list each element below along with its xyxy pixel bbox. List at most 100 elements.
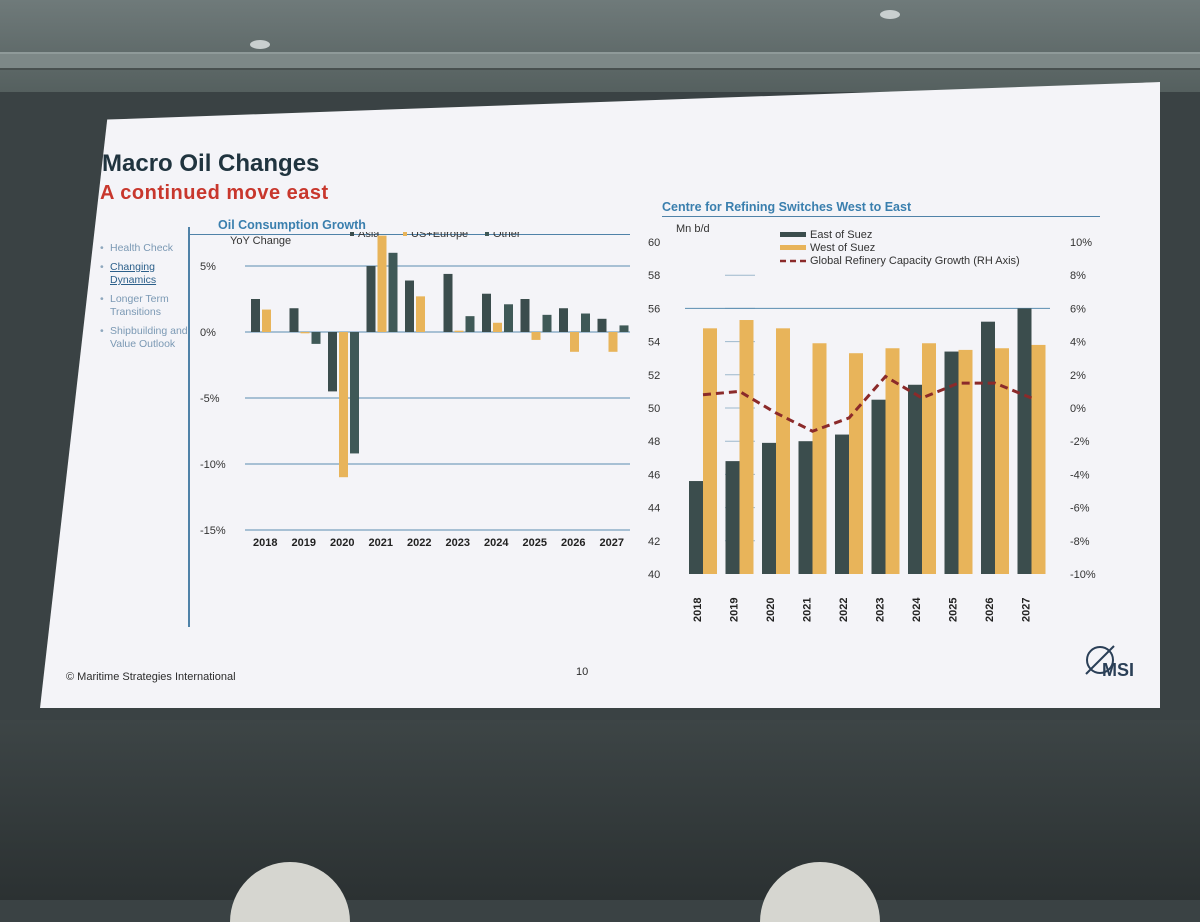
x-tick-label: 2019 xyxy=(729,598,741,622)
x-tick-label: 2026 xyxy=(984,598,996,622)
x-tick-label: 2025 xyxy=(523,537,547,549)
projection-screen: Macro Oil Changes A continued move east … xyxy=(40,82,1160,708)
y-tick-label: -5% xyxy=(200,393,220,405)
growth-line xyxy=(702,374,1033,433)
x-tick-label: 2019 xyxy=(292,537,316,549)
copyright-footer: © Maritime Strategies International xyxy=(66,671,236,683)
y-tick-label: 46 xyxy=(648,469,660,481)
bar-west xyxy=(849,353,863,574)
y-tick-label: 44 xyxy=(648,503,660,515)
bar-east xyxy=(798,441,813,574)
bar xyxy=(366,266,376,332)
bar xyxy=(608,332,618,352)
nav-item-longer-term[interactable]: Longer Term Transitions xyxy=(100,293,200,319)
y-tick-label: 48 xyxy=(648,436,660,448)
bar-west xyxy=(812,343,827,574)
oil-consumption-chart: 10%5%0%-5%-10%-15%YoY ChangeAsiaUS+Europ… xyxy=(200,232,630,549)
logo-circle xyxy=(1086,646,1114,674)
x-tick-label: 2020 xyxy=(330,537,354,549)
slide-subtitle: A continued move east xyxy=(100,182,329,204)
bar-east xyxy=(835,434,849,574)
y2-tick-label: 6% xyxy=(1070,303,1086,315)
bar xyxy=(619,325,629,332)
bar xyxy=(520,299,530,332)
bar-east xyxy=(871,399,886,574)
bar xyxy=(465,316,475,332)
ceiling-light xyxy=(250,40,270,49)
bar xyxy=(311,332,321,344)
bar-west xyxy=(776,328,790,574)
x-tick-label: 2025 xyxy=(948,598,960,622)
chart1-heading-rule xyxy=(190,234,630,235)
bar xyxy=(570,332,579,352)
bar xyxy=(350,332,359,454)
bar-west xyxy=(703,328,717,574)
y2-tick-label: -8% xyxy=(1070,536,1090,548)
bar-east xyxy=(944,351,959,574)
y-tick-label: 0% xyxy=(200,327,216,339)
logo-text: MSI xyxy=(1102,660,1134,680)
x-tick-label: 2023 xyxy=(446,537,470,549)
y2-tick-label: 10% xyxy=(1070,237,1092,249)
refining-capacity-chart: 60 58 56 54 52 50 48 46 44 42 40 10% 8% 6% 4% 2% 0% -2% -4… xyxy=(648,223,1096,622)
bar-east xyxy=(689,481,703,574)
slide: Macro Oil Changes A continued move east … xyxy=(40,82,1160,708)
legend-label: Asia xyxy=(358,232,380,240)
y2-tick-label: -6% xyxy=(1070,503,1090,515)
legend-swatch-west xyxy=(780,245,806,250)
y2-tick-label: 8% xyxy=(1070,270,1086,282)
x-tick-label: 2021 xyxy=(369,537,393,549)
bar-west xyxy=(922,343,936,574)
x-tick-label: 2027 xyxy=(600,537,624,549)
y2-tick-label: 2% xyxy=(1070,370,1086,382)
x-tick-label: 2022 xyxy=(838,598,850,622)
x-tick-label: 2018 xyxy=(692,598,704,622)
bar xyxy=(581,313,590,332)
legend-swatch xyxy=(485,232,489,236)
nav-item-health-check[interactable]: Health Check xyxy=(100,242,200,255)
slide-title: Macro Oil Changes xyxy=(102,150,320,177)
bar xyxy=(597,318,607,332)
ceiling-trim xyxy=(0,52,1200,70)
bar-west xyxy=(739,320,754,574)
bar-east xyxy=(725,461,740,574)
bar xyxy=(531,332,541,340)
page-number: 10 xyxy=(576,666,589,678)
bar xyxy=(262,309,271,332)
bar-east xyxy=(1017,308,1032,574)
y-tick-label: 50 xyxy=(648,403,660,415)
chart2-heading: Centre for Refining Switches West to Eas… xyxy=(662,200,912,214)
y2-tick-label: 4% xyxy=(1070,337,1086,349)
x-tick-label: 2024 xyxy=(911,597,923,622)
x-tick-label: 2018 xyxy=(253,537,277,549)
section-nav: Health Check Changing Dynamics Longer Te… xyxy=(100,242,200,357)
bar xyxy=(559,308,568,332)
nav-item-changing-dynamics[interactable]: Changing Dynamics xyxy=(100,261,200,287)
y-tick-label: 40 xyxy=(648,569,660,581)
nav-divider xyxy=(188,227,190,627)
y-axis-label: YoY Change xyxy=(230,235,291,247)
y2-tick-label: -4% xyxy=(1070,469,1090,481)
ceiling-light xyxy=(880,10,900,19)
logo-needle xyxy=(1085,645,1115,675)
bar xyxy=(493,322,502,332)
x-tick-label: 2026 xyxy=(561,537,585,549)
bar-east xyxy=(981,321,995,574)
bar xyxy=(504,304,513,332)
legend-swatch xyxy=(350,232,354,236)
nav-item-shipbuilding[interactable]: Shipbuilding and Value Outlook xyxy=(100,325,200,351)
y2-tick-label: 0% xyxy=(1070,403,1086,415)
x-tick-label: 2021 xyxy=(802,598,814,622)
legend-label: Global Refinery Capacity Growth (RH Axis… xyxy=(810,255,1020,267)
legend-swatch-east xyxy=(780,232,806,237)
x-tick-label: 2024 xyxy=(484,537,509,549)
bar xyxy=(542,314,552,332)
y-tick-label: -15% xyxy=(200,525,226,537)
legend-swatch xyxy=(403,232,407,236)
y-tick-label: 5% xyxy=(200,261,216,273)
bar-west xyxy=(885,348,900,574)
y2-tick-label: -10% xyxy=(1070,569,1096,581)
bar-east xyxy=(762,442,776,574)
x-tick-label: 2027 xyxy=(1021,598,1033,622)
x-tick-label: 2022 xyxy=(407,537,431,549)
